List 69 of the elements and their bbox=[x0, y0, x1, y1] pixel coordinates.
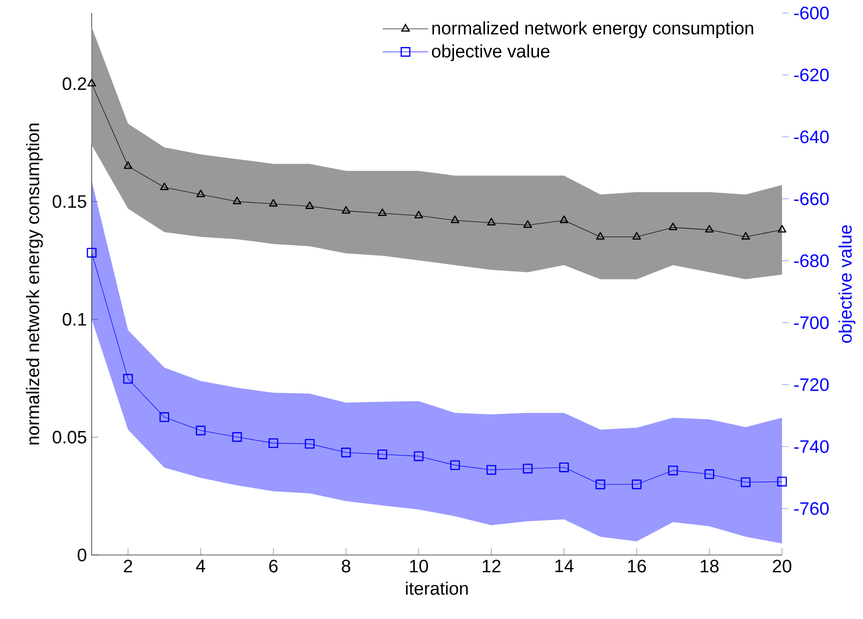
point bbox=[559, 462, 569, 472]
point bbox=[486, 464, 496, 475]
x-tick-label: 8 bbox=[342, 560, 350, 572]
y2-tick-label: -760 bbox=[794, 502, 829, 515]
point bbox=[378, 208, 387, 216]
y2-tick-label: -620 bbox=[794, 68, 829, 82]
point bbox=[86, 248, 97, 258]
point bbox=[196, 190, 205, 198]
y-tick-label: 0 bbox=[78, 548, 86, 562]
point bbox=[668, 466, 678, 476]
point bbox=[487, 218, 496, 226]
x-tick-label: 6 bbox=[269, 560, 278, 572]
y-tick-label: 0.2 bbox=[62, 77, 86, 90]
y2-tick-label: -740 bbox=[794, 440, 829, 453]
point bbox=[560, 216, 568, 224]
point bbox=[596, 232, 605, 240]
x-tick-label: 10 bbox=[410, 560, 428, 572]
x-tick-label: 12 bbox=[482, 560, 500, 572]
y2-tick-label: -640 bbox=[794, 130, 829, 144]
point bbox=[232, 196, 242, 204]
x-tick-label: 20 bbox=[772, 560, 792, 572]
y2-tick-label: -720 bbox=[794, 378, 829, 392]
point bbox=[450, 216, 460, 224]
point bbox=[705, 224, 714, 233]
point bbox=[632, 232, 641, 240]
point bbox=[304, 438, 315, 449]
point bbox=[160, 182, 169, 190]
legend-label: normalized network energy consumption bbox=[432, 21, 754, 38]
y2-axis-title: objective value bbox=[838, 225, 856, 343]
point bbox=[232, 432, 242, 442]
point bbox=[777, 476, 787, 486]
point bbox=[268, 438, 278, 448]
point bbox=[668, 222, 678, 230]
x-tick-label: 2 bbox=[124, 560, 132, 572]
point bbox=[704, 469, 714, 480]
y-tick-label: 0.1 bbox=[62, 312, 86, 326]
point bbox=[740, 477, 751, 488]
point bbox=[522, 464, 533, 474]
point bbox=[124, 161, 132, 169]
x-axis-title: iteration bbox=[406, 582, 468, 595]
y2-tick-label: -680 bbox=[794, 254, 829, 268]
point bbox=[778, 224, 786, 233]
point bbox=[595, 480, 606, 490]
point bbox=[269, 199, 278, 207]
point bbox=[87, 78, 96, 86]
point bbox=[341, 448, 351, 458]
x-tick-label: 14 bbox=[555, 560, 574, 572]
y2-tick-label: -660 bbox=[794, 192, 829, 206]
point bbox=[160, 412, 170, 422]
y-tick-label: 0.05 bbox=[52, 430, 86, 444]
point bbox=[377, 449, 388, 460]
y-tick-label: 0.15 bbox=[52, 195, 86, 208]
y-axis-title: normalized network energy consumption bbox=[26, 124, 43, 444]
point bbox=[414, 210, 423, 218]
point bbox=[342, 206, 350, 214]
legend-label: objective value bbox=[432, 44, 550, 62]
y2-tick-label: -700 bbox=[794, 316, 829, 330]
x-tick-label: 18 bbox=[700, 560, 719, 572]
point bbox=[523, 220, 532, 228]
point bbox=[414, 451, 424, 462]
x-tick-label: 16 bbox=[628, 560, 646, 572]
point bbox=[305, 201, 314, 209]
point bbox=[450, 460, 460, 470]
y2-tick-label: -600 bbox=[794, 6, 829, 20]
x-tick-label: 4 bbox=[196, 560, 206, 572]
point bbox=[123, 374, 133, 384]
point bbox=[741, 232, 750, 240]
point bbox=[196, 426, 206, 436]
point bbox=[632, 480, 642, 490]
